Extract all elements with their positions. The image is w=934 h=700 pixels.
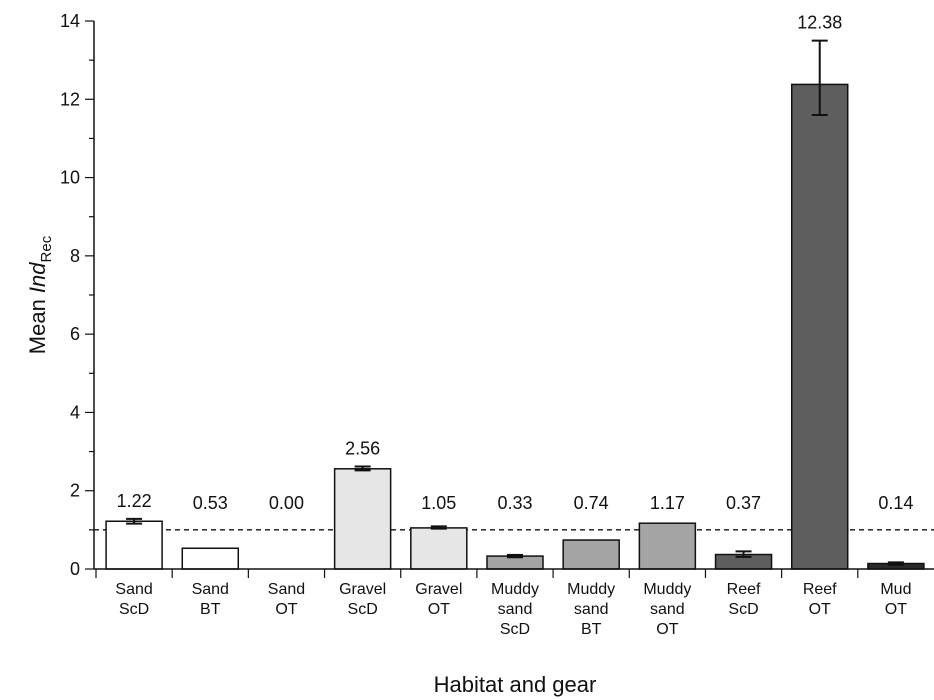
bar <box>790 83 849 570</box>
y-tick-label: 2 <box>70 481 80 501</box>
y-tick-label: 12 <box>60 89 80 109</box>
data-label: 0.53 <box>193 493 228 513</box>
y-tick-label: 6 <box>70 324 80 344</box>
x-category-label: Muddy sand BT <box>567 581 615 638</box>
data-label: 2.56 <box>345 438 380 458</box>
y-tick-label: 0 <box>70 559 80 579</box>
data-label: 1.22 <box>117 491 152 511</box>
x-category-label: Muddy sand OT <box>643 581 691 638</box>
x-category-label: Gravel ScD <box>339 581 386 618</box>
data-label: 0.37 <box>726 493 761 513</box>
x-category-label: Muddy sand ScD <box>491 581 539 638</box>
y-axis-title-italic: Ind <box>25 262 50 293</box>
x-category-label: Sand ScD <box>115 581 152 618</box>
bars <box>105 83 925 570</box>
error-bars <box>126 39 904 566</box>
value-labels: 1.22 0.53 0.00 2.56 1.05 0.33 0.74 1.17 0.37 12.3… <box>117 13 914 513</box>
y-axis: 0 2 4 6 8 10 12 14 <box>60 11 95 579</box>
bar <box>562 539 620 570</box>
data-label: 0.33 <box>497 493 532 513</box>
x-category-label: Reef OT <box>803 581 837 618</box>
y-tick-label: 14 <box>60 11 80 31</box>
x-category-label: Mud OT <box>880 581 911 618</box>
x-category-label: Gravel OT <box>415 581 462 618</box>
x-category-label: Sand OT <box>268 581 305 618</box>
bar <box>638 522 697 570</box>
x-category-labels: Sand ScD Sand BT Sand OT Gravel ScD Gravel OT Mudd… <box>115 581 911 638</box>
bar <box>105 520 163 570</box>
y-axis-title-prefix: Mean <box>25 293 50 354</box>
data-label: 1.05 <box>421 493 456 513</box>
y-tick-label: 4 <box>70 402 80 422</box>
x-axis-title: Habitat and gear <box>434 672 597 697</box>
data-label: 0.00 <box>269 493 304 513</box>
y-tick-label: 10 <box>60 168 80 188</box>
y-axis-title: Mean IndRec <box>25 235 55 354</box>
data-label: 0.14 <box>878 493 913 513</box>
bar <box>410 527 468 570</box>
y-tick-label: 8 <box>70 246 80 266</box>
data-label: 12.38 <box>797 13 842 33</box>
data-label: 1.17 <box>650 493 685 513</box>
bar <box>333 468 392 570</box>
x-category-label: Reef ScD <box>727 581 761 618</box>
data-label: 0.74 <box>574 493 609 513</box>
y-axis-title-subscript: Rec <box>38 235 55 262</box>
x-axis <box>94 568 934 578</box>
x-category-label: Sand BT <box>192 581 229 618</box>
bar <box>181 547 240 570</box>
